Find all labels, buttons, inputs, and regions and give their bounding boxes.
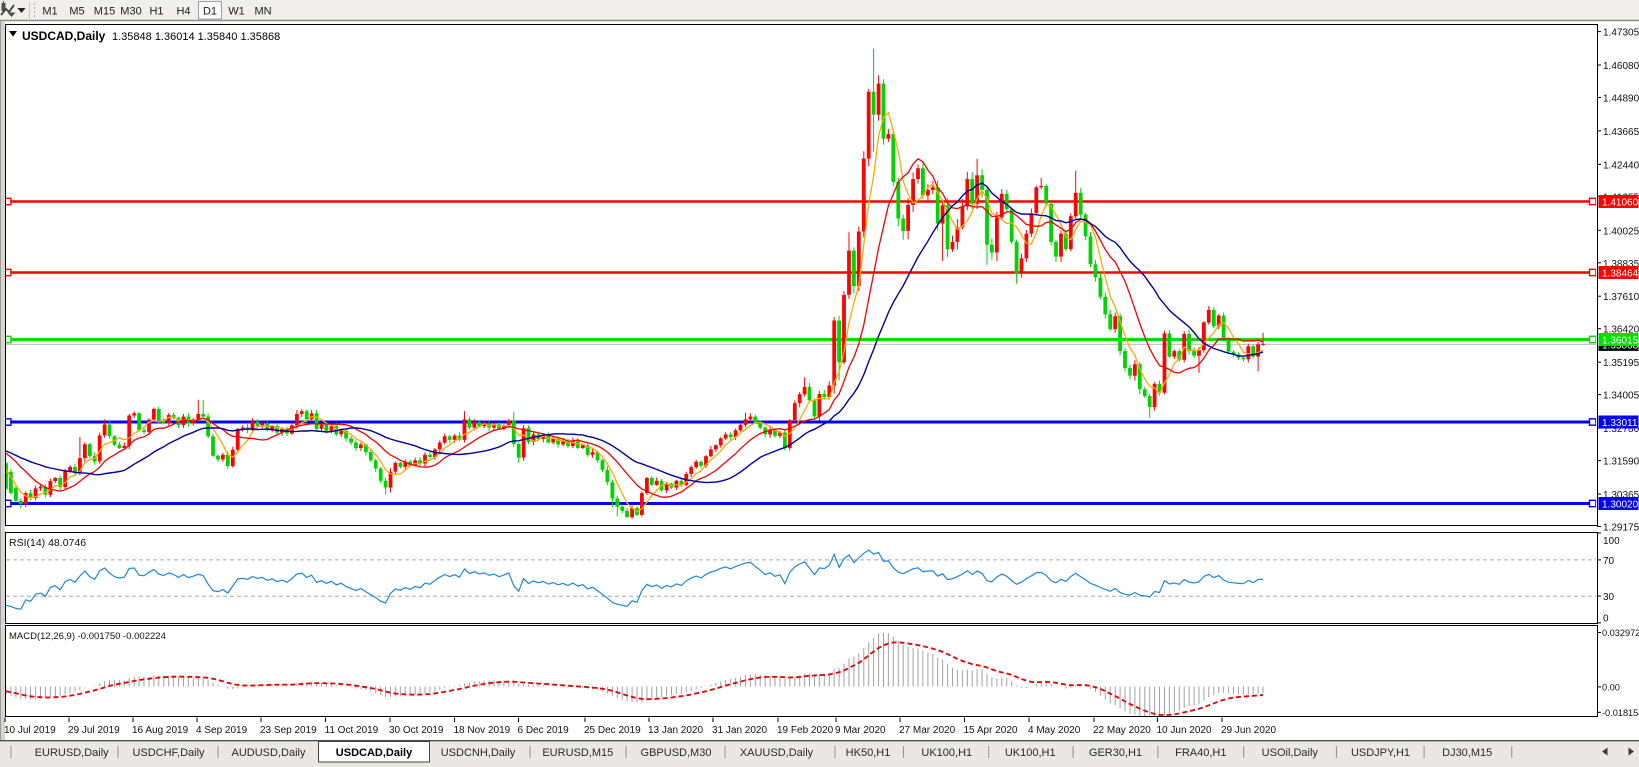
svg-text:HK50,H1: HK50,H1 xyxy=(846,747,891,759)
svg-text:13 Jan 2020: 13 Jan 2020 xyxy=(648,725,703,736)
svg-text:10 Jul 2019: 10 Jul 2019 xyxy=(4,725,56,736)
svg-text:FRA40,H1: FRA40,H1 xyxy=(1175,747,1226,759)
svg-text:USDCAD,Daily: USDCAD,Daily xyxy=(22,29,106,43)
svg-text:1.31590: 1.31590 xyxy=(1603,457,1639,468)
svg-text:11 Oct 2019: 11 Oct 2019 xyxy=(325,725,379,736)
svg-text:9 Mar 2020: 9 Mar 2020 xyxy=(835,725,886,736)
svg-text:70: 70 xyxy=(1603,556,1615,567)
svg-text:M15: M15 xyxy=(94,6,115,18)
svg-text:H1: H1 xyxy=(149,6,163,18)
svg-text:23 Sep 2019: 23 Sep 2019 xyxy=(260,725,317,736)
svg-text:27 Mar 2020: 27 Mar 2020 xyxy=(899,725,956,736)
svg-text:25 Dec 2019: 25 Dec 2019 xyxy=(584,725,641,736)
svg-text:H4: H4 xyxy=(176,6,190,18)
svg-text:1.35848 1.36014 1.35840 1.3586: 1.35848 1.36014 1.35840 1.35868 xyxy=(112,31,280,43)
svg-text:1.43665: 1.43665 xyxy=(1603,127,1639,138)
svg-text:1.38464: 1.38464 xyxy=(1602,269,1639,280)
svg-text:GER30,H1: GER30,H1 xyxy=(1089,747,1142,759)
svg-text:4 Sep 2019: 4 Sep 2019 xyxy=(196,725,248,736)
svg-text:GBPUSD,M30: GBPUSD,M30 xyxy=(641,747,712,759)
svg-text:1.36420: 1.36420 xyxy=(1603,325,1639,336)
svg-text:1.47305: 1.47305 xyxy=(1603,28,1639,39)
svg-text:UK100,H1: UK100,H1 xyxy=(921,747,972,759)
svg-text:EURUSD,M15: EURUSD,M15 xyxy=(542,747,613,759)
svg-text:1.35195: 1.35195 xyxy=(1603,358,1639,369)
svg-text:4 May 2020: 4 May 2020 xyxy=(1028,725,1081,736)
svg-text:22 May 2020: 22 May 2020 xyxy=(1093,725,1151,736)
svg-text:USDJPY,H1: USDJPY,H1 xyxy=(1351,747,1410,759)
svg-text:0.00: 0.00 xyxy=(1602,682,1620,692)
svg-text:1.29175: 1.29175 xyxy=(1603,523,1639,534)
svg-text:1.36015: 1.36015 xyxy=(1602,336,1639,347)
svg-text:AUDUSD,Daily: AUDUSD,Daily xyxy=(232,747,306,759)
svg-text:M5: M5 xyxy=(69,6,84,18)
svg-text:EURUSD,Daily: EURUSD,Daily xyxy=(35,747,109,759)
svg-text:1.46080: 1.46080 xyxy=(1603,61,1639,72)
svg-text:29 Jun 2020: 29 Jun 2020 xyxy=(1221,725,1276,736)
svg-text:0.032972: 0.032972 xyxy=(1602,628,1639,638)
svg-text:DJ30,M15: DJ30,M15 xyxy=(1442,747,1492,759)
svg-text:16 Aug 2019: 16 Aug 2019 xyxy=(132,725,189,736)
svg-text:RSI(14) 48.0746: RSI(14) 48.0746 xyxy=(9,537,86,549)
svg-text:W1: W1 xyxy=(228,6,245,18)
svg-text:30: 30 xyxy=(1603,592,1615,603)
svg-text:29 Jul 2019: 29 Jul 2019 xyxy=(68,725,120,736)
svg-text:1.37610: 1.37610 xyxy=(1603,292,1639,303)
svg-text:UK100,H1: UK100,H1 xyxy=(1005,747,1056,759)
svg-text:M30: M30 xyxy=(120,6,141,18)
svg-text:USDCNH,Daily: USDCNH,Daily xyxy=(441,747,516,759)
svg-text:MACD(12,26,9) -0.001750 -0.002: MACD(12,26,9) -0.001750 -0.002224 xyxy=(9,631,166,642)
svg-text:0: 0 xyxy=(1603,614,1609,625)
svg-text:1.32780: 1.32780 xyxy=(1603,424,1639,435)
svg-text:15 Apr 2020: 15 Apr 2020 xyxy=(964,725,1018,736)
svg-text:1.30365: 1.30365 xyxy=(1603,490,1639,501)
svg-text:30 Oct 2019: 30 Oct 2019 xyxy=(389,725,444,736)
svg-text:1.40025: 1.40025 xyxy=(1603,226,1639,237)
svg-text:6 Dec 2019: 6 Dec 2019 xyxy=(518,725,570,736)
svg-text:1.38835: 1.38835 xyxy=(1603,259,1639,270)
svg-text:1.33011: 1.33011 xyxy=(1602,418,1638,429)
svg-text:31 Jan 2020: 31 Jan 2020 xyxy=(712,725,767,736)
svg-text:MN: MN xyxy=(254,6,271,18)
svg-text:M1: M1 xyxy=(42,6,57,18)
svg-text:100: 100 xyxy=(1603,536,1620,547)
svg-text:19 Feb 2020: 19 Feb 2020 xyxy=(777,725,834,736)
svg-text:10 Jun 2020: 10 Jun 2020 xyxy=(1157,725,1212,736)
svg-text:1.34005: 1.34005 xyxy=(1603,391,1639,402)
svg-text:USDCAD,Daily: USDCAD,Daily xyxy=(336,747,413,759)
svg-text:1.41060: 1.41060 xyxy=(1602,198,1639,209)
svg-text:USDCHF,Daily: USDCHF,Daily xyxy=(132,747,205,759)
svg-text:1.30020: 1.30020 xyxy=(1602,500,1639,511)
svg-text:USOil,Daily: USOil,Daily xyxy=(1262,747,1319,759)
svg-text:D1: D1 xyxy=(203,6,217,18)
svg-text:-0.018154: -0.018154 xyxy=(1602,708,1639,718)
svg-text:1.42440: 1.42440 xyxy=(1603,160,1639,171)
svg-text:1.44890: 1.44890 xyxy=(1603,94,1639,105)
svg-text:18 Nov 2019: 18 Nov 2019 xyxy=(454,725,511,736)
svg-text:XAUUSD,Daily: XAUUSD,Daily xyxy=(740,747,814,759)
